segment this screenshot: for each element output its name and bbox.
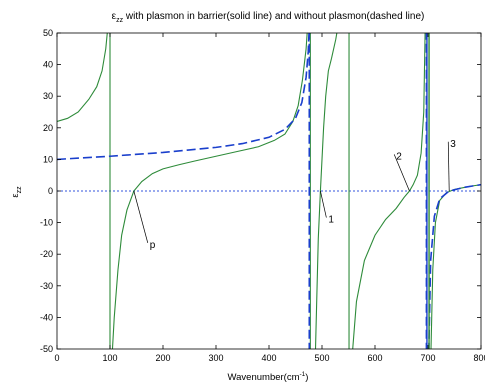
annotation-label-p: p: [150, 240, 156, 251]
y-tick-label-4: -10: [40, 218, 53, 228]
y-tick-label-0: -50: [40, 344, 53, 354]
chart-title: εzz with plasmon in barrier(solid line) …: [112, 11, 425, 24]
x-tick-label-4: 400: [261, 353, 276, 363]
x-tick-label-8: 800: [473, 353, 485, 363]
series-solid-segment-4: [314, 33, 338, 349]
x-tick-label-2: 200: [155, 353, 170, 363]
x-tick-label-7: 700: [420, 353, 435, 363]
y-tick-label-7: 20: [43, 123, 53, 133]
y-tick-label-2: -30: [40, 281, 53, 291]
x-tick-label-6: 600: [367, 353, 382, 363]
series-dashed-segment-3: [428, 183, 481, 349]
annotation-label-1: 1: [328, 215, 334, 226]
annotation-pointer-2: [393, 154, 410, 192]
y-axis-label: εzz: [10, 186, 23, 198]
x-axis-label: Wavenumber(cm-1): [228, 371, 309, 383]
annotation-pointer-1: [320, 190, 327, 218]
data-layer: [57, 33, 481, 349]
x-axis-ticks: 0 100 200 300 400 500 600 700 800: [54, 33, 485, 363]
annotations: p 1 2 3: [133, 139, 456, 251]
series-dashed-segment-0: [57, 33, 310, 161]
series-solid-segment-0: [57, 33, 108, 123]
series-solid-segment-6: [352, 33, 426, 349]
annotation-label-2: 2: [396, 151, 402, 162]
y-tick-label-5: 0: [48, 186, 53, 196]
y-tick-label-3: -20: [40, 249, 53, 259]
y-tick-label-9: 40: [43, 60, 53, 70]
y-axis-ticks: -50 -40 -30 -20 -10 0 10 20 30 40 50: [40, 28, 481, 354]
y-tick-label-6: 10: [43, 154, 53, 164]
x-tick-label-1: 100: [102, 353, 117, 363]
y-tick-label-1: -40: [40, 312, 53, 322]
annotation-pointer-p: [133, 190, 149, 243]
x-tick-label-5: 500: [314, 353, 329, 363]
x-tick-label-3: 300: [208, 353, 223, 363]
y-tick-label-8: 30: [43, 91, 53, 101]
annotation-pointer-3: [447, 141, 450, 192]
annotation-label-3: 3: [450, 139, 456, 150]
y-tick-label-10: 50: [43, 28, 53, 38]
x-tick-label-0: 0: [54, 353, 59, 363]
series-solid-segment-2: [111, 33, 308, 349]
